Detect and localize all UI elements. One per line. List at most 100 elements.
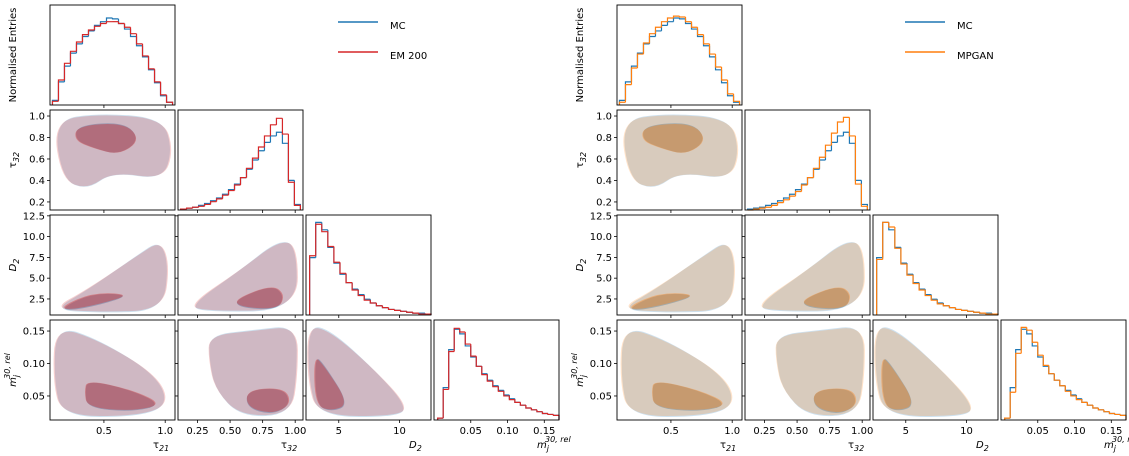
x-tick-label: 0.75 bbox=[252, 426, 274, 437]
histogram-step bbox=[876, 258, 883, 315]
axis-label: D2 bbox=[8, 259, 21, 272]
density-contour bbox=[85, 382, 156, 410]
panel: 5 10 bbox=[303, 319, 432, 437]
histogram-step bbox=[888, 222, 895, 228]
panel-frame bbox=[49, 214, 176, 316]
histogram-step bbox=[497, 386, 504, 392]
histogram-step bbox=[339, 263, 347, 275]
label-sup: 30, rel bbox=[3, 352, 12, 378]
histogram-step bbox=[702, 34, 710, 45]
histogram-step bbox=[239, 176, 247, 185]
histogram-step bbox=[406, 311, 413, 313]
axis-label: mj30, rel bbox=[3, 352, 21, 386]
histogram-step bbox=[882, 221, 889, 260]
label-base: D bbox=[976, 440, 984, 451]
panel: 0.2 0.4 0.6 0.8 1.0 bbox=[596, 109, 743, 213]
label-base: D bbox=[575, 263, 586, 271]
histogram-step bbox=[470, 344, 477, 357]
histogram-step bbox=[486, 373, 493, 381]
histogram-step bbox=[824, 144, 832, 158]
x-tick-label: 0.10 bbox=[496, 426, 518, 437]
histogram-step bbox=[123, 23, 131, 28]
label-sub: j bbox=[546, 444, 550, 453]
panel-frame bbox=[616, 214, 743, 316]
histogram-step bbox=[918, 282, 926, 290]
label-base: τ bbox=[281, 440, 287, 451]
panel: 0.05 0.10 0.15 bbox=[1000, 319, 1127, 437]
density-contour bbox=[803, 287, 850, 309]
histogram-step bbox=[690, 23, 698, 30]
histogram-step bbox=[812, 168, 820, 178]
panel: 5 10 bbox=[870, 319, 999, 437]
axis-label: τ32 bbox=[281, 440, 297, 453]
histogram-step bbox=[159, 81, 167, 96]
y-tick-label: 2.5 bbox=[596, 294, 612, 305]
x-tick-label: 1.00 bbox=[284, 426, 306, 437]
histogram-step bbox=[351, 282, 359, 291]
histogram-step bbox=[141, 43, 149, 57]
histogram-step bbox=[153, 68, 161, 83]
histogram-step bbox=[1031, 333, 1038, 347]
histogram-step bbox=[105, 17, 113, 22]
histogram-step bbox=[824, 150, 832, 160]
label-sub: 32 bbox=[854, 444, 864, 453]
label-sup: 30, rel bbox=[570, 352, 579, 378]
x-tick-label: 0.15 bbox=[533, 426, 555, 437]
y-tick-label: 2.5 bbox=[29, 294, 45, 305]
histogram-step bbox=[860, 180, 868, 210]
panel: 2.5 5.0 7.5 10.0 12.5 bbox=[590, 211, 743, 318]
histogram-step bbox=[924, 290, 932, 297]
x-tick-label: 0.5 bbox=[96, 426, 112, 437]
histogram-step bbox=[459, 328, 466, 333]
histogram-step bbox=[973, 311, 980, 313]
histogram-step bbox=[912, 274, 920, 284]
histogram-step bbox=[387, 307, 395, 311]
histogram-step bbox=[442, 388, 449, 419]
histogram-step bbox=[203, 203, 211, 207]
histogram-step bbox=[690, 21, 698, 28]
panel-frame bbox=[177, 319, 304, 421]
histogram-step bbox=[1048, 365, 1055, 375]
density-contour bbox=[642, 124, 704, 153]
histogram-step bbox=[800, 184, 808, 192]
histogram-step bbox=[239, 176, 247, 185]
y-tick-label: 1.0 bbox=[596, 112, 612, 123]
histogram-step bbox=[503, 391, 510, 397]
density-contour bbox=[56, 115, 172, 187]
histogram-step bbox=[111, 17, 119, 20]
y-tick-label: 0.10 bbox=[23, 359, 45, 370]
density-contour bbox=[813, 388, 856, 413]
axis-label: mj30, rel bbox=[1104, 435, 1129, 453]
histogram-step bbox=[345, 273, 353, 284]
histogram-step bbox=[251, 157, 259, 169]
panel bbox=[742, 214, 871, 318]
label-base: D bbox=[8, 263, 19, 271]
histogram-step bbox=[333, 247, 340, 264]
histogram-step bbox=[257, 146, 265, 159]
histogram-step bbox=[678, 17, 686, 20]
density-contour bbox=[643, 123, 703, 153]
corner-plot: 0.2 0.4 0.6 0.8 1.0 2.5 5.0 7.5 10.0 12.5 0.05 0.10… bbox=[3, 4, 571, 453]
histogram-step bbox=[227, 189, 235, 196]
label-base: τ bbox=[153, 440, 159, 451]
axis-label: D2 bbox=[409, 440, 422, 453]
histogram-step bbox=[159, 82, 167, 97]
density-contour bbox=[308, 327, 404, 417]
density-contour bbox=[629, 244, 734, 313]
histogram-step bbox=[251, 159, 259, 170]
y-tick-label: 0.8 bbox=[29, 133, 45, 144]
histogram-step bbox=[806, 176, 814, 185]
histogram-step bbox=[618, 101, 626, 105]
histogram-step bbox=[930, 294, 938, 300]
density-contour bbox=[620, 331, 733, 417]
density-contour bbox=[307, 328, 405, 417]
axis-label: τ21 bbox=[720, 440, 736, 453]
histogram-step bbox=[1086, 402, 1093, 406]
y-axis-label: Normalised Entries bbox=[8, 8, 19, 103]
panel: 0.2 0.4 0.6 0.8 1.0 bbox=[29, 109, 176, 213]
histogram-step bbox=[714, 56, 722, 71]
histogram-step bbox=[69, 52, 77, 67]
panel-frame bbox=[177, 109, 304, 211]
density-contour bbox=[652, 382, 722, 411]
histogram-step bbox=[327, 231, 334, 248]
